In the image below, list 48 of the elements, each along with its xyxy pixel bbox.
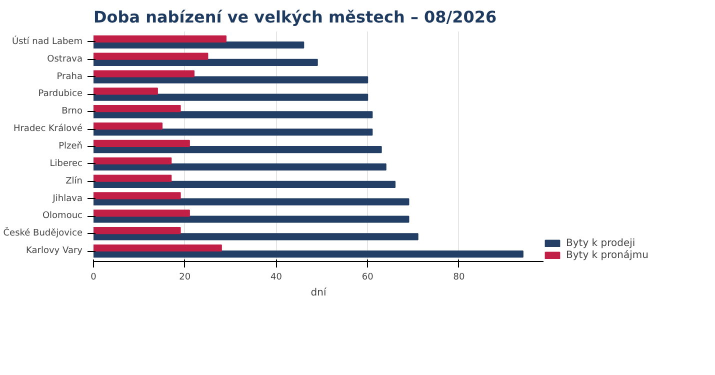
- bar: [94, 157, 172, 164]
- y-tick-label: Pardubice: [38, 89, 83, 100]
- bar: [94, 180, 396, 188]
- x-tick-label: 20: [179, 272, 191, 282]
- y-tick-label: Brno: [62, 106, 83, 117]
- bar: [94, 244, 222, 252]
- y-tick-label: Ostrava: [47, 54, 82, 64]
- x-tick-label: 40: [270, 272, 282, 282]
- y-tick-label: Liberec: [50, 158, 83, 169]
- bar: [94, 94, 368, 101]
- y-tick-label: Olomouc: [42, 211, 83, 222]
- x-tick-label: 80: [453, 272, 465, 282]
- y-tick-label: České Budějovice: [3, 226, 83, 239]
- legend-label: Byty k prodeji: [566, 237, 636, 249]
- bar: [94, 41, 304, 49]
- bar: [94, 233, 418, 240]
- bar: [94, 35, 226, 42]
- y-tick-label: Jihlava: [52, 194, 83, 204]
- x-tick-label: 60: [362, 272, 374, 282]
- bar: [94, 88, 158, 95]
- y-tick-label: Praha: [56, 72, 83, 82]
- bar: [94, 58, 318, 66]
- bar: [94, 140, 190, 147]
- bar: [94, 163, 386, 171]
- bar: [94, 216, 410, 223]
- bar: [94, 76, 368, 84]
- legend-label: Byty k pronájmu: [566, 249, 648, 261]
- y-tick-label: Hradec Králové: [13, 123, 83, 134]
- bar: [94, 174, 172, 182]
- bar: [94, 192, 181, 200]
- bar: [94, 128, 373, 136]
- bar: [94, 105, 181, 112]
- y-tick-label: Karlovy Vary: [26, 246, 84, 256]
- y-tick-label: Zlín: [66, 175, 83, 186]
- bar: [94, 250, 524, 258]
- bar: [94, 122, 163, 130]
- bar: [94, 210, 190, 217]
- chart-title: Doba nabízení ve velkých městech – 08/2026: [94, 8, 497, 26]
- x-tick-label: 0: [90, 272, 97, 282]
- x-axis-title: dní: [310, 288, 328, 298]
- bar: [94, 146, 382, 154]
- bar: [94, 70, 195, 78]
- bar: [94, 227, 181, 234]
- bar: [94, 52, 208, 60]
- y-tick-label: Ústí nad Labem: [12, 34, 83, 47]
- bar: [94, 198, 410, 206]
- y-tick-label: Plzeň: [58, 140, 83, 152]
- bar: [94, 111, 373, 118]
